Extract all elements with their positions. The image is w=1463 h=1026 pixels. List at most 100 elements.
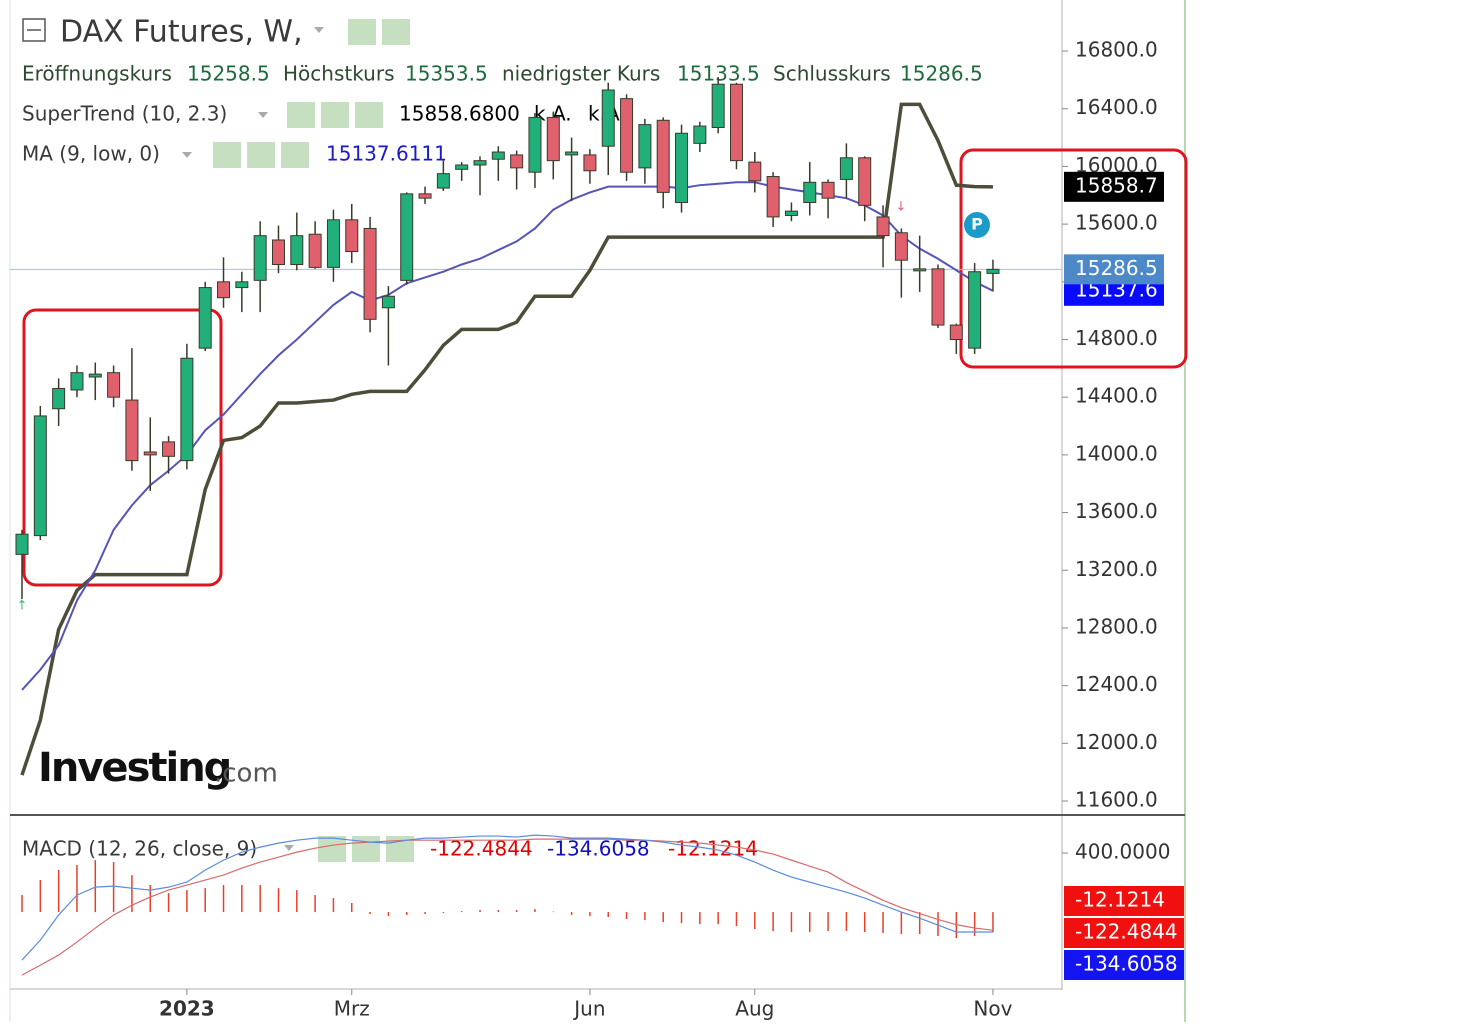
legend-icon[interactable] <box>287 102 315 128</box>
y-tick-label: 16800.0 <box>1075 38 1158 62</box>
ohlc-label: Eröffnungskurs <box>22 62 172 86</box>
macd-title: MACD (12, 26, close, 9) <box>22 837 257 861</box>
x-tick-label: Nov <box>973 997 1012 1021</box>
dropdown-arrow[interactable] <box>258 112 268 118</box>
candle-body <box>363 227 377 320</box>
supertrend-line <box>20 102 993 776</box>
signal-up: ↑ <box>17 599 28 614</box>
candle-body <box>601 89 615 147</box>
legend-icon[interactable] <box>382 19 410 45</box>
legend-icon[interactable] <box>348 19 376 45</box>
candle-body <box>839 157 853 180</box>
supertrend-title: SuperTrend (10, 2.3) <box>22 102 227 126</box>
candle-body <box>638 124 652 169</box>
indicator-value: 15137.6111 <box>326 142 447 166</box>
watermark: Investing <box>38 745 230 791</box>
candle-body <box>913 268 927 272</box>
candle-body <box>326 219 340 268</box>
indicator-badge <box>1064 171 1164 202</box>
ma-title: MA (9, low, 0) <box>22 142 160 166</box>
y-tick-label: 16400.0 <box>1075 95 1158 119</box>
candle-body <box>986 268 1000 274</box>
candle-body <box>52 388 66 410</box>
candle-body <box>198 287 212 349</box>
ohlc-label: niedrigster Kurs <box>502 62 660 86</box>
x-tick-label: Aug <box>735 997 774 1021</box>
candle-body <box>217 281 231 299</box>
y-tick-label: 14000.0 <box>1075 441 1158 465</box>
y-tick-label: 14400.0 <box>1075 384 1158 408</box>
x-tick-label: Jun <box>572 997 605 1021</box>
legend-icon[interactable] <box>321 102 349 128</box>
y-tick-label: 400.0000 <box>1075 840 1170 864</box>
candle-body <box>436 173 450 189</box>
value-badge <box>1064 950 1184 980</box>
candle-body <box>620 98 634 173</box>
y-tick-label: 12400.0 <box>1075 672 1158 696</box>
value-badge <box>1064 918 1184 948</box>
candle-body <box>180 357 194 462</box>
y-tick-label: 15600.0 <box>1075 211 1158 235</box>
signal-line <box>21 838 994 976</box>
candle-body <box>455 164 469 170</box>
macd-line <box>21 834 993 961</box>
ohlc-value: 15286.5 <box>900 62 983 86</box>
value-badge-label: -122.4844 <box>1075 920 1178 944</box>
collapse-button[interactable] <box>22 18 46 42</box>
candle-body <box>381 295 395 309</box>
watermark: .com <box>214 759 278 789</box>
marker[interactable] <box>964 212 990 238</box>
value-badge-label: -134.6058 <box>1075 952 1178 976</box>
candle-body <box>107 372 121 398</box>
candle-body <box>858 157 872 206</box>
legend-icon[interactable] <box>355 102 383 128</box>
candle-body <box>968 271 982 349</box>
candle-body <box>656 119 670 193</box>
candle-body <box>345 219 359 253</box>
candle-body <box>290 235 304 266</box>
legend-icon[interactable] <box>247 142 275 168</box>
dropdown-arrow[interactable] <box>314 27 324 33</box>
legend-icon[interactable] <box>281 142 309 168</box>
candle-body <box>400 193 414 281</box>
value-badge-label: -12.1214 <box>1075 888 1165 912</box>
ohlc-label: Höchstkurs <box>283 62 395 86</box>
y-tick-label: 14800.0 <box>1075 326 1158 350</box>
y-tick-label: 13200.0 <box>1075 557 1158 581</box>
legend-icon[interactable] <box>352 836 380 862</box>
close-badge <box>1064 254 1164 285</box>
candle-body <box>125 399 139 462</box>
y-tick-label: 12800.0 <box>1075 614 1158 638</box>
candle-body <box>235 281 249 289</box>
highlight-box <box>959 148 1188 369</box>
signal-down: ↓ <box>896 200 907 215</box>
candle-body <box>162 441 176 457</box>
value-badge <box>1064 886 1184 916</box>
y-tick-label: 13600.0 <box>1075 499 1158 523</box>
candle-body <box>766 176 780 218</box>
ohlc-value: 15353.5 <box>405 62 488 86</box>
candle-body <box>748 161 762 182</box>
candle-body <box>949 324 963 340</box>
candle-body <box>693 125 707 144</box>
candle-body <box>876 216 890 237</box>
dropdown-arrow[interactable] <box>284 845 294 851</box>
x-tick-label: Mrz <box>334 997 370 1021</box>
dropdown-arrow[interactable] <box>182 152 192 158</box>
candle-body <box>528 116 542 173</box>
legend-icon[interactable] <box>318 836 346 862</box>
candle-body <box>565 151 579 156</box>
candle-body <box>803 181 817 203</box>
candle-body <box>70 372 84 391</box>
legend-icon[interactable] <box>213 142 241 168</box>
candle-body <box>15 533 29 555</box>
marker-label: P <box>971 215 983 234</box>
candle-body <box>418 193 432 199</box>
candle-body <box>510 154 524 169</box>
candle-body <box>729 83 743 162</box>
candle-body <box>473 160 487 166</box>
candle-body <box>33 415 47 537</box>
candle-body <box>88 373 102 378</box>
candle-body <box>784 210 798 216</box>
